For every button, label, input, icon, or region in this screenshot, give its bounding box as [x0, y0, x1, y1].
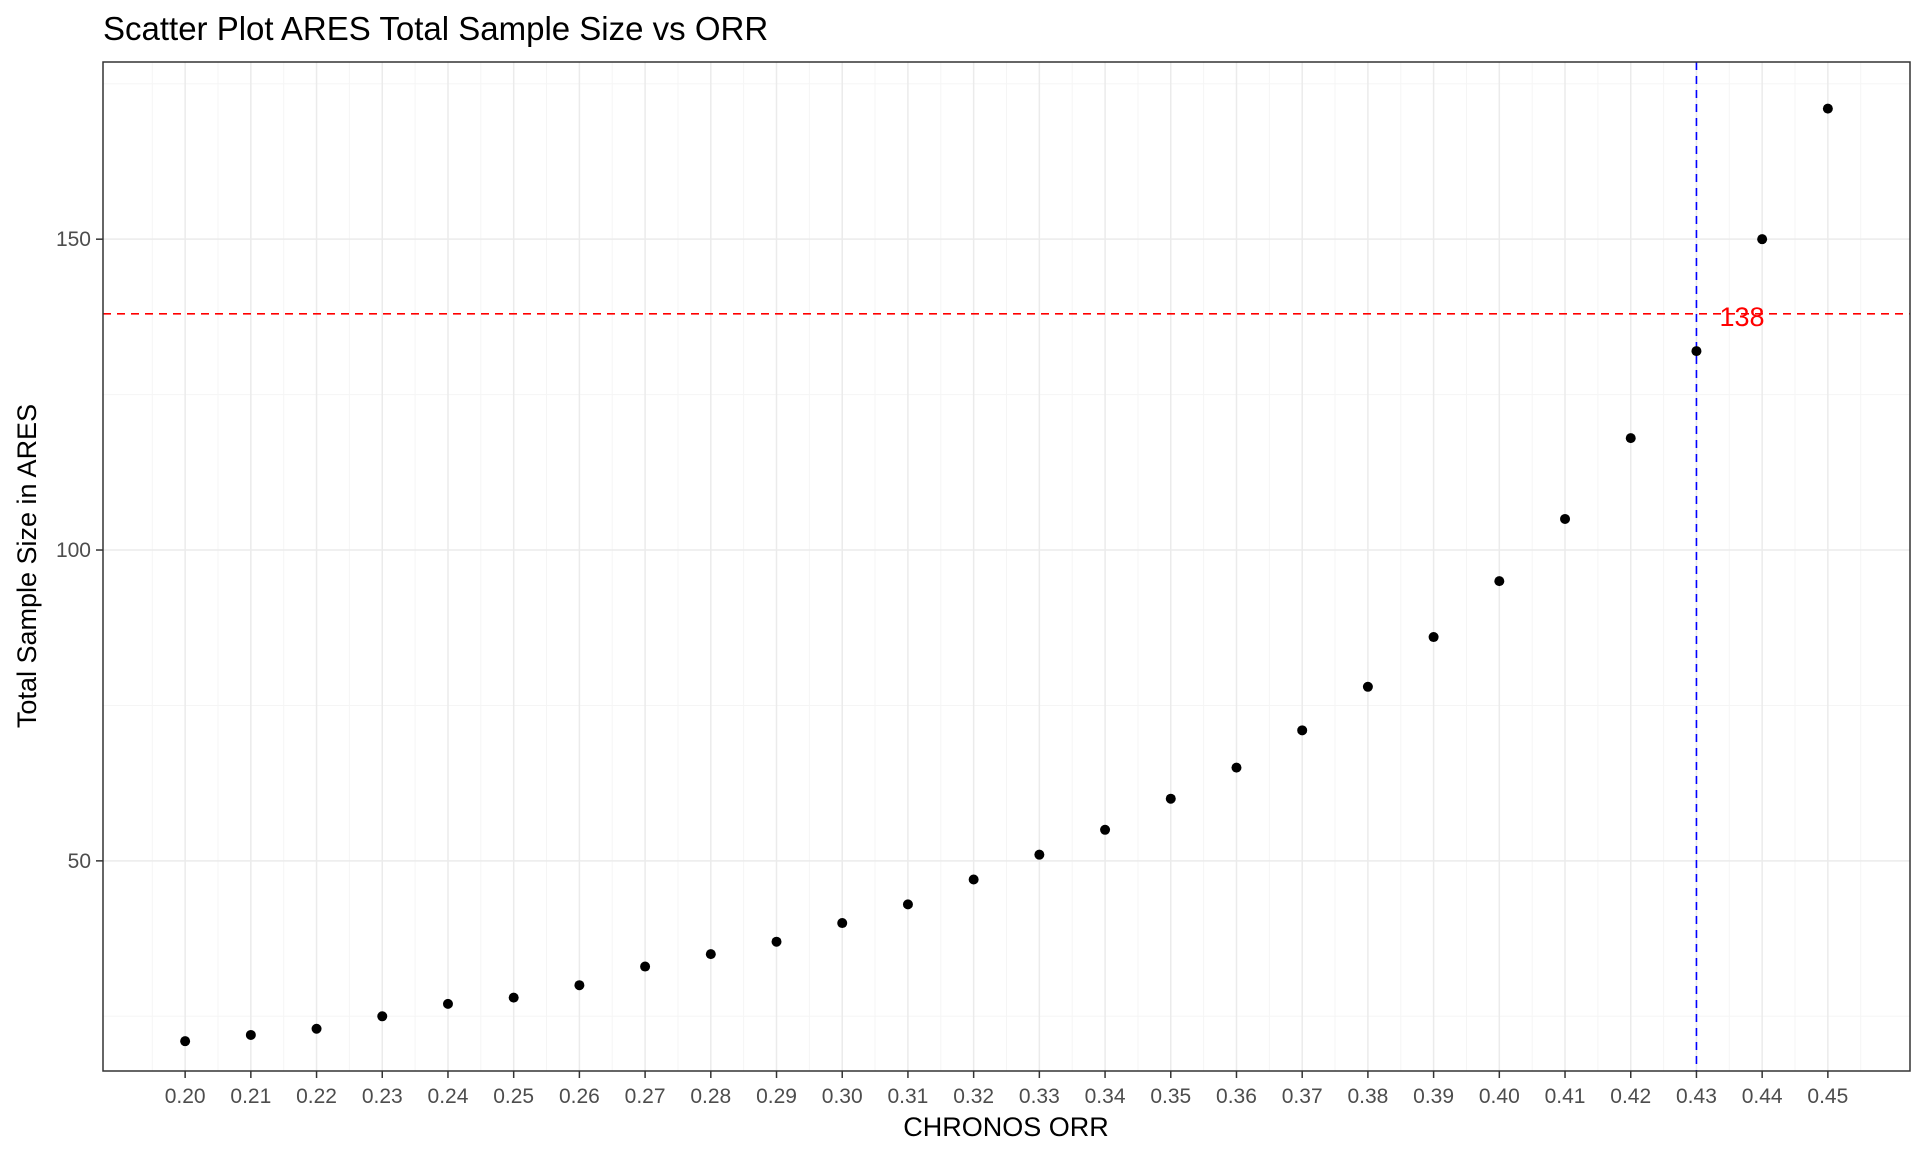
data-point	[1362, 681, 1373, 692]
data-point	[640, 961, 651, 972]
data-point	[902, 899, 913, 910]
x-tick-label: 0.35	[1150, 1085, 1191, 1108]
x-tick-label: 0.24	[428, 1085, 469, 1108]
x-tick-label: 0.23	[362, 1085, 403, 1108]
data-point	[705, 949, 716, 960]
data-point	[1231, 762, 1242, 773]
major-gridlines	[103, 62, 1910, 1071]
y-tick-label: 100	[56, 539, 91, 562]
data-point	[574, 980, 585, 991]
x-tick-label: 0.26	[559, 1085, 600, 1108]
data-point	[771, 936, 782, 947]
x-tick-label: 0.43	[1676, 1085, 1717, 1108]
data-point	[1691, 346, 1702, 357]
x-tick-label: 0.44	[1742, 1085, 1783, 1108]
x-tick-label: 0.20	[165, 1085, 206, 1108]
x-tick-label: 0.27	[625, 1085, 666, 1108]
data-point	[837, 918, 848, 929]
data-point	[1165, 793, 1176, 804]
x-tick-label: 0.21	[230, 1085, 271, 1108]
data-point	[377, 1011, 388, 1022]
data-point	[1100, 824, 1111, 835]
data-point	[180, 1036, 191, 1047]
x-tick-label: 0.39	[1413, 1085, 1454, 1108]
x-tick-label: 0.36	[1216, 1085, 1257, 1108]
y-tick-label: 50	[68, 850, 91, 873]
x-tick-label: 0.38	[1347, 1085, 1388, 1108]
x-axis-ticks: 0.20 0.21 0.22 0.23 0.24 0.25 0.26 0.27 0.28 0.29…	[165, 1071, 1848, 1108]
data-point	[1297, 725, 1308, 736]
x-tick-label: 0.33	[1019, 1085, 1060, 1108]
data-point	[1428, 632, 1439, 643]
data-point	[1560, 513, 1571, 524]
x-axis-title: CHRONOS ORR	[903, 1112, 1109, 1142]
data-point	[1757, 234, 1768, 245]
reference-lines	[103, 62, 1910, 1071]
data-point	[245, 1029, 256, 1040]
x-tick-label: 0.34	[1085, 1085, 1126, 1108]
y-tick-label: 150	[56, 228, 91, 251]
data-points	[180, 103, 1833, 1047]
data-point	[1822, 103, 1833, 114]
y-axis-title: Total Sample Size in ARES	[12, 404, 42, 728]
x-tick-label: 0.22	[296, 1085, 337, 1108]
x-tick-label: 0.42	[1610, 1085, 1651, 1108]
x-tick-label: 0.28	[690, 1085, 731, 1108]
x-tick-label: 0.32	[953, 1085, 994, 1108]
x-tick-label: 0.29	[756, 1085, 797, 1108]
data-point	[1034, 849, 1045, 860]
data-point	[311, 1023, 322, 1034]
data-point	[1625, 433, 1636, 444]
x-tick-label: 0.41	[1545, 1085, 1586, 1108]
x-tick-label: 0.31	[887, 1085, 928, 1108]
x-tick-label: 0.40	[1479, 1085, 1520, 1108]
data-point	[968, 874, 979, 885]
x-tick-label: 0.37	[1282, 1085, 1323, 1108]
data-point	[508, 992, 519, 1003]
chart-title: Scatter Plot ARES Total Sample Size vs O…	[103, 10, 768, 47]
panel-border	[102, 61, 1911, 1072]
x-tick-label: 0.30	[822, 1085, 863, 1108]
x-tick-label: 0.45	[1807, 1085, 1848, 1108]
data-point	[442, 998, 453, 1009]
annotation-label: 138	[1719, 302, 1764, 332]
annotations: 138	[1719, 302, 1764, 332]
minor-gridlines	[103, 62, 1910, 1071]
x-tick-label: 0.25	[493, 1085, 534, 1108]
data-point	[1494, 576, 1505, 587]
y-axis-ticks: 50 100 150	[56, 228, 103, 873]
